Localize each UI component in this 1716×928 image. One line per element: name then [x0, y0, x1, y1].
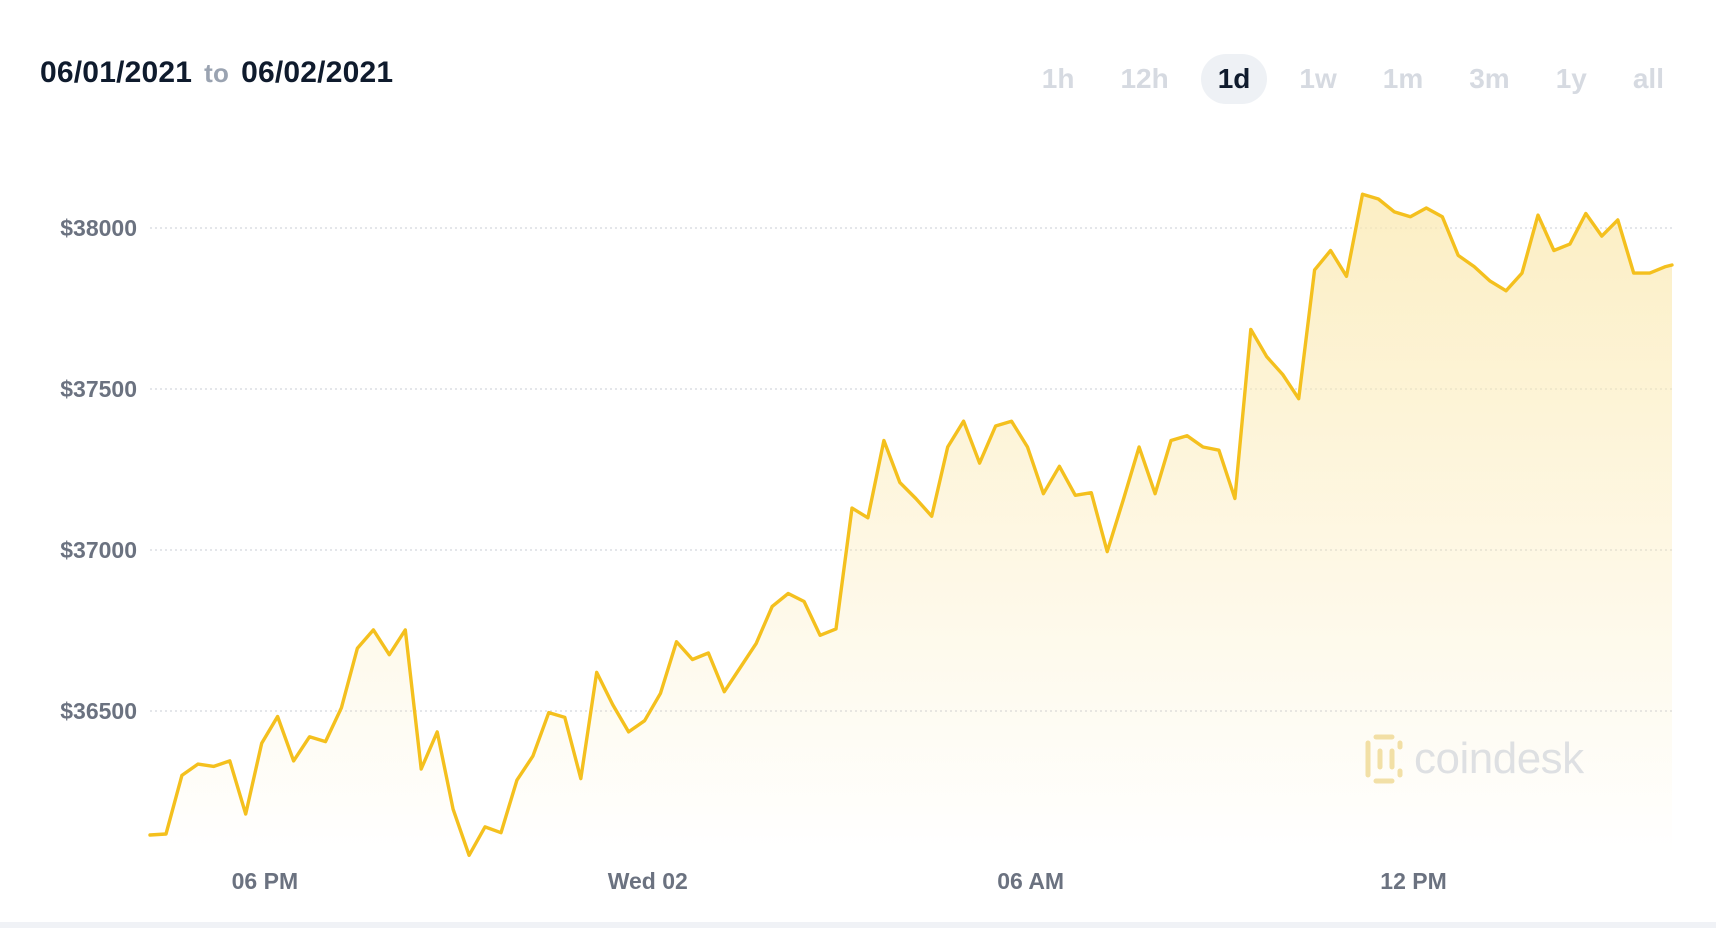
x-tick-label: Wed 02 — [608, 868, 688, 894]
range-tab-12h[interactable]: 12h — [1120, 63, 1169, 94]
range-tab-all[interactable]: all — [1632, 63, 1664, 94]
range-tab-1w[interactable]: 1w — [1299, 63, 1337, 94]
range-tab-1m[interactable]: 1m — [1382, 63, 1424, 94]
y-tick-label: $37000 — [60, 537, 137, 563]
price-area-fill — [150, 194, 1672, 856]
watermark-text: coindesk — [1414, 734, 1584, 783]
range-tab-1d[interactable]: 1d — [1200, 54, 1268, 104]
range-tab-1y[interactable]: 1y — [1555, 63, 1587, 94]
time-range-tabs: 1h 12h 1d 1w 1m 3m 1y all — [1010, 54, 1678, 104]
x-axis: 06 PM Wed 02 06 AM 12 PM — [232, 868, 1447, 894]
price-area — [150, 194, 1672, 856]
end-date: 06/02/2021 — [241, 56, 394, 89]
start-date: 06/01/2021 — [40, 56, 193, 89]
price-line — [148, 192, 1674, 857]
x-tick-label: 06 AM — [997, 868, 1064, 894]
x-tick-label: 12 PM — [1380, 868, 1446, 894]
date-separator: to — [204, 58, 230, 88]
y-tick-label: $36500 — [60, 698, 137, 724]
coindesk-watermark: coindesk — [1362, 733, 1584, 785]
range-tab-1h[interactable]: 1h — [1041, 63, 1075, 94]
y-tick-label: $38000 — [60, 215, 137, 241]
coindesk-logo-icon — [1365, 734, 1403, 784]
price-series — [148, 192, 1674, 857]
date-range: 06/01/2021 to 06/02/2021 — [40, 56, 393, 90]
bottom-divider — [0, 922, 1716, 928]
y-axis: $38000 $37500 $37000 $36500 — [60, 215, 137, 724]
range-tab-3m[interactable]: 3m — [1469, 63, 1510, 94]
y-tick-label: $37500 — [60, 376, 137, 402]
x-tick-label: 06 PM — [232, 868, 298, 894]
